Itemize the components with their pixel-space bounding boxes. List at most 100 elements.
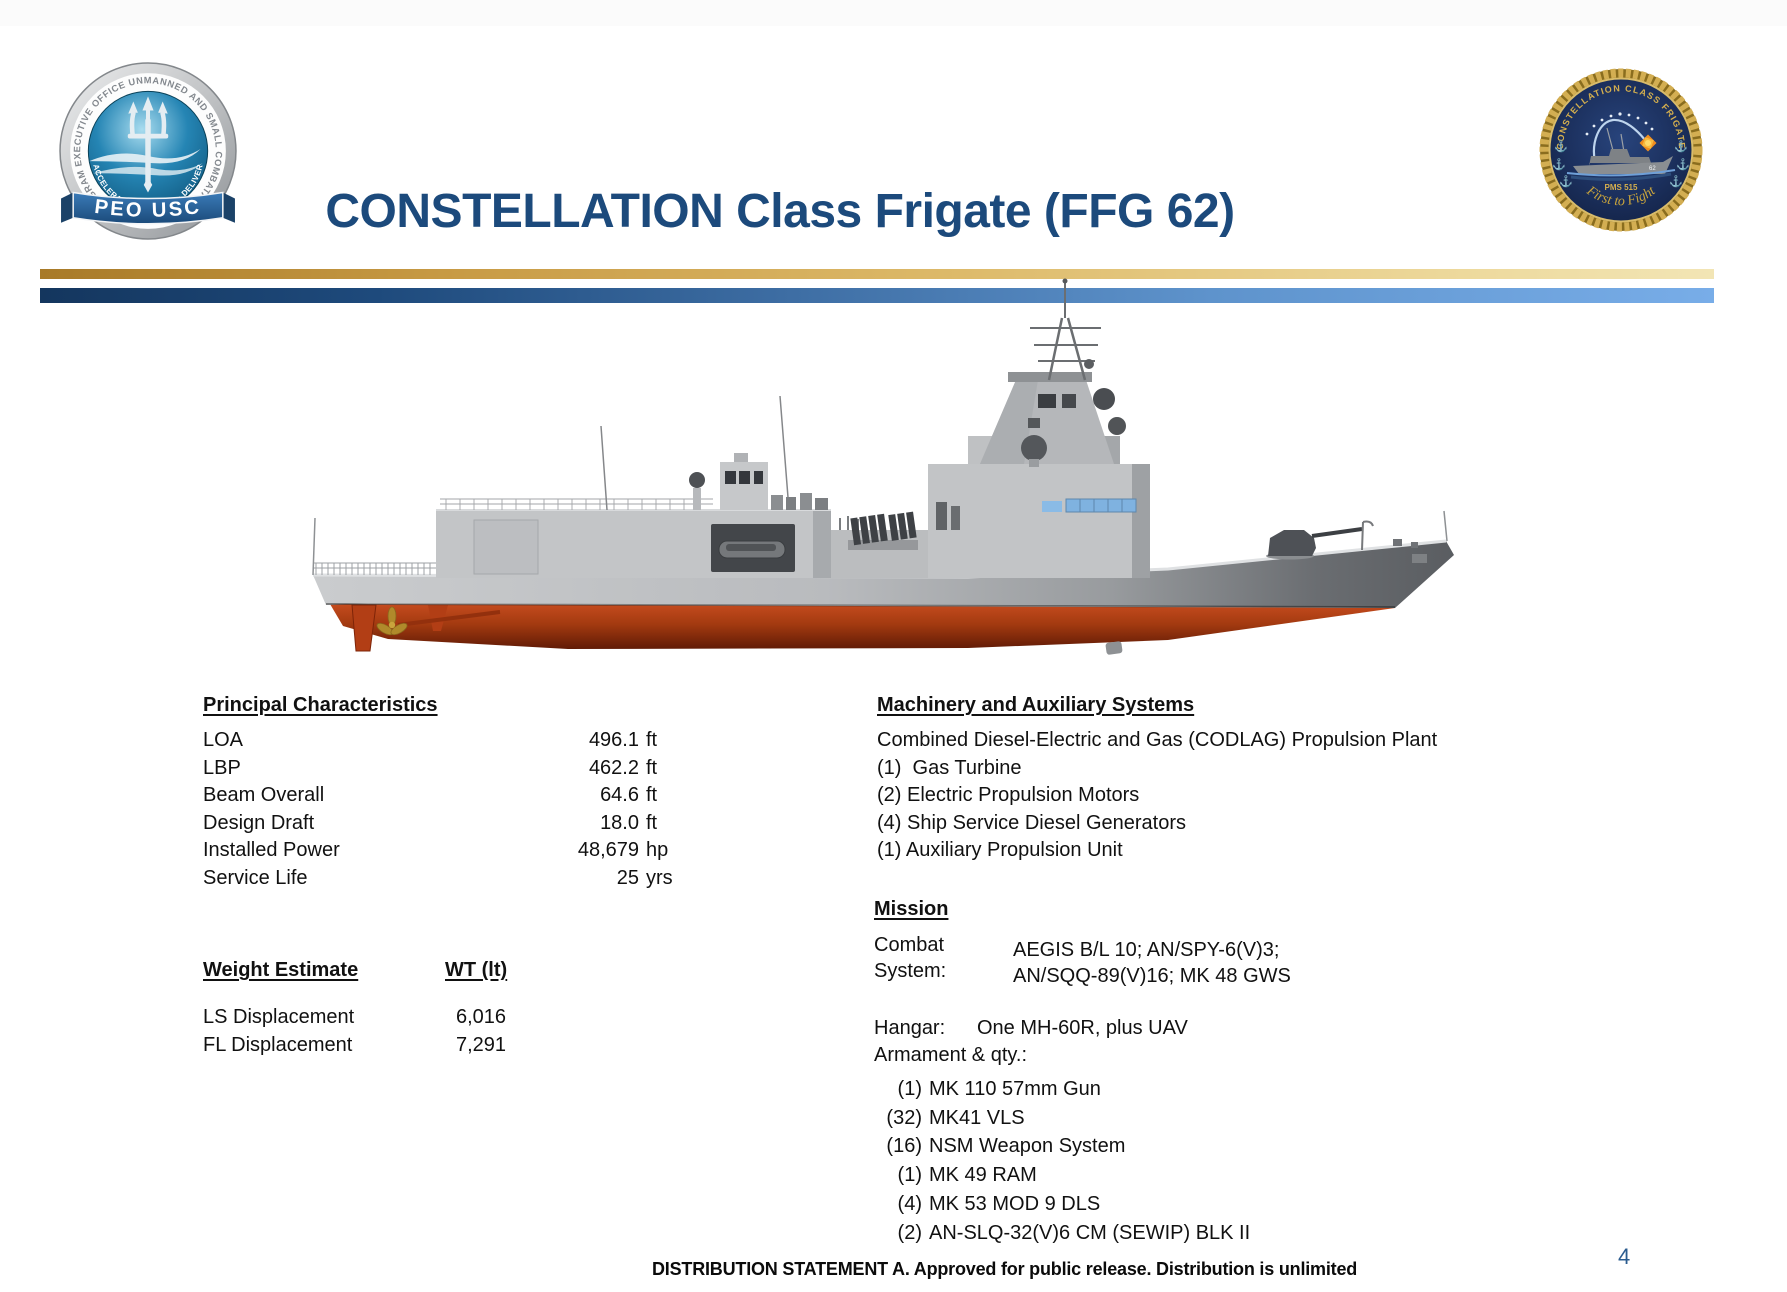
list-item: (1) MK 110 57mm Gun — [874, 1075, 1474, 1104]
combat-system-label: Combat System: — [874, 934, 947, 982]
spec-value: 462.2 — [588, 756, 639, 779]
seal-hull-number: 62 — [1649, 166, 1656, 172]
waterline — [325, 603, 1396, 608]
seal-banner: PEO USC — [61, 191, 235, 225]
svg-text:⚓: ⚓ — [1554, 140, 1568, 153]
spec-unit: hp — [646, 839, 669, 862]
machinery-line: (4) Ship Service Diesel Generators — [877, 811, 1187, 834]
roof-equipment — [771, 493, 828, 510]
page-number: 4 — [1618, 1244, 1631, 1269]
aft-deckhouse — [436, 395, 831, 578]
distribution-statement: DISTRIBUTION STATEMENT A. Approved for p… — [652, 1259, 1358, 1279]
spec-unit: ft — [646, 811, 658, 834]
list-item: (1) MK 49 RAM — [874, 1161, 1474, 1190]
hull-pod — [1105, 641, 1123, 655]
weight-estimate-section: Weight Estimate WT (lt) LS Displacement … — [203, 958, 543, 1059]
deckhouse-railing — [440, 498, 713, 510]
table-row: LOA 496.1 ft — [203, 727, 685, 755]
top-strip — [0, 0, 1787, 26]
jackstaff — [1443, 510, 1448, 542]
table-row: FL Displacement 7,291 — [203, 1031, 543, 1059]
spec-value: 496.1 — [588, 729, 639, 751]
armament-qty: (2) — [897, 1221, 922, 1244]
gold-accent-bar — [40, 269, 1714, 279]
frigate-side-view — [312, 278, 1454, 655]
table-row: Beam Overall 64.6 ft — [203, 782, 685, 810]
machinery-section: Machinery and Auxiliary Systems Combined… — [877, 694, 1437, 865]
machinery-line: (2) Electric Propulsion Motors — [877, 784, 1140, 807]
constellation-seal-graphic: CONSTELLATION CLASS FRIGATE ⚓⚓⚓ ⚓⚓⚓ — [1539, 68, 1703, 232]
bow-gun — [1266, 527, 1363, 560]
armament-qty: (1) — [897, 1078, 922, 1100]
svg-text:⚓: ⚓ — [1669, 175, 1683, 188]
mast-tower — [980, 278, 1126, 467]
list-item: (2) AN-SLQ-32(V)6 CM (SEWIP) BLK II — [874, 1219, 1474, 1248]
spec-label: Installed Power — [203, 839, 340, 862]
armament-name: MK 110 57mm Gun — [929, 1078, 1101, 1100]
anchor-icons: ⚓ ⚓ ⚓ ⚓ ⚓ ⚓ — [1552, 140, 1690, 188]
seal-banner-text: PEO USC — [93, 196, 203, 222]
principal-characteristics-section: Principal Characteristics LOA 496.1 ft L… — [203, 694, 685, 893]
svg-text:⚓: ⚓ — [1676, 158, 1690, 171]
blue-accent-bar — [40, 288, 1714, 303]
armament-label: Armament & qty.: — [874, 1044, 1028, 1066]
flight-deck-railing — [314, 562, 436, 575]
machinery-heading: Machinery and Auxiliary Systems — [877, 694, 1195, 716]
table-row: Installed Power 48,679 hp — [203, 837, 685, 865]
spec-label: LBP — [203, 756, 241, 779]
armament-qty: (1) — [897, 1164, 922, 1187]
svg-text:⚓: ⚓ — [1559, 175, 1573, 188]
armament-name: MK 53 MOD 9 DLS — [929, 1192, 1101, 1215]
combat-system-row: Combat System: AEGIS B/L 10; AN/SPY-6(V)… — [874, 932, 1474, 989]
frigate-illustration — [268, 268, 1468, 660]
mission-heading: Mission — [874, 898, 949, 920]
machinery-line: Combined Diesel-Electric and Gas (CODLAG… — [877, 729, 1438, 751]
spec-label: LOA — [203, 729, 244, 751]
mission-section: Mission Combat System: AEGIS B/L 10; AN/… — [874, 898, 1474, 1247]
aft-pilothouse-windows — [725, 471, 763, 484]
weight-estimate-heading: Weight Estimate — [203, 959, 359, 981]
combat-system-value: AEGIS B/L 10; AN/SPY-6(V)3; AN/SQQ-89(V)… — [1013, 932, 1291, 989]
hull-gray — [313, 541, 1454, 608]
hangar-value: One MH-60R, plus UAV — [977, 1017, 1188, 1039]
midship-structure — [831, 511, 931, 578]
hangar-label: Hangar: — [874, 1017, 946, 1039]
armament-name: NSM Weapon System — [929, 1135, 1126, 1158]
armament-list: (1) MK 110 57mm Gun (32) MK41 VLS (16) N… — [874, 1075, 1474, 1247]
machinery-line: (1) Gas Turbine — [877, 756, 1022, 779]
weight-label: FL Displacement — [203, 1034, 353, 1056]
spec-value: 25 — [616, 866, 639, 889]
wave-upper — [89, 148, 201, 164]
page-title: CONSTELLATION Class Frigate (FFG 62) — [325, 185, 1235, 238]
rope-ring — [1539, 68, 1703, 232]
list-item: (16) NSM Weapon System — [874, 1132, 1474, 1161]
mast-yards — [1030, 327, 1101, 362]
armament-qty: (32) — [886, 1106, 922, 1129]
principal-characteristics-heading: Principal Characteristics — [203, 694, 438, 716]
weight-value: 6,016 — [455, 1006, 507, 1028]
combat-system-line1: AEGIS B/L 10; AN/SPY-6(V)3; — [1013, 939, 1280, 961]
seal-ship-silhouette: 62 — [1566, 127, 1676, 181]
list-item: (32) MK41 VLS — [874, 1104, 1474, 1133]
table-row: Service Life 25 yrs — [203, 865, 685, 893]
table-row: LS Displacement 6,016 — [203, 1003, 543, 1031]
anchor-hawse — [1412, 554, 1427, 563]
rudder-and-propeller — [351, 604, 501, 652]
svg-text:⚓: ⚓ — [1674, 140, 1688, 153]
combat-system-line2: AN/SQQ-89(V)16; MK 48 GWS — [1013, 965, 1291, 987]
aft-pilothouse — [720, 462, 768, 510]
spec-value: 18.0 — [600, 811, 639, 834]
spec-label: Beam Overall — [203, 784, 325, 807]
hangar-row: Hangar: One MH-60R, plus UAV — [874, 1015, 1474, 1041]
bridge-windows — [1042, 498, 1137, 513]
spec-label: Design Draft — [203, 811, 315, 834]
peo-usc-seal-graphic: PROGRAM EXECUTIVE OFFICE UNMANNED AND SM… — [53, 52, 237, 240]
propeller-icon — [376, 606, 408, 636]
spec-unit: ft — [646, 729, 658, 751]
machinery-line: (1) Auxiliary Propulsion Unit — [877, 839, 1123, 862]
aft-radome — [689, 472, 705, 488]
svg-text:⚓: ⚓ — [1552, 158, 1566, 171]
forward-radome — [1021, 435, 1047, 461]
table-row: Design Draft 18.0 ft — [203, 810, 685, 838]
